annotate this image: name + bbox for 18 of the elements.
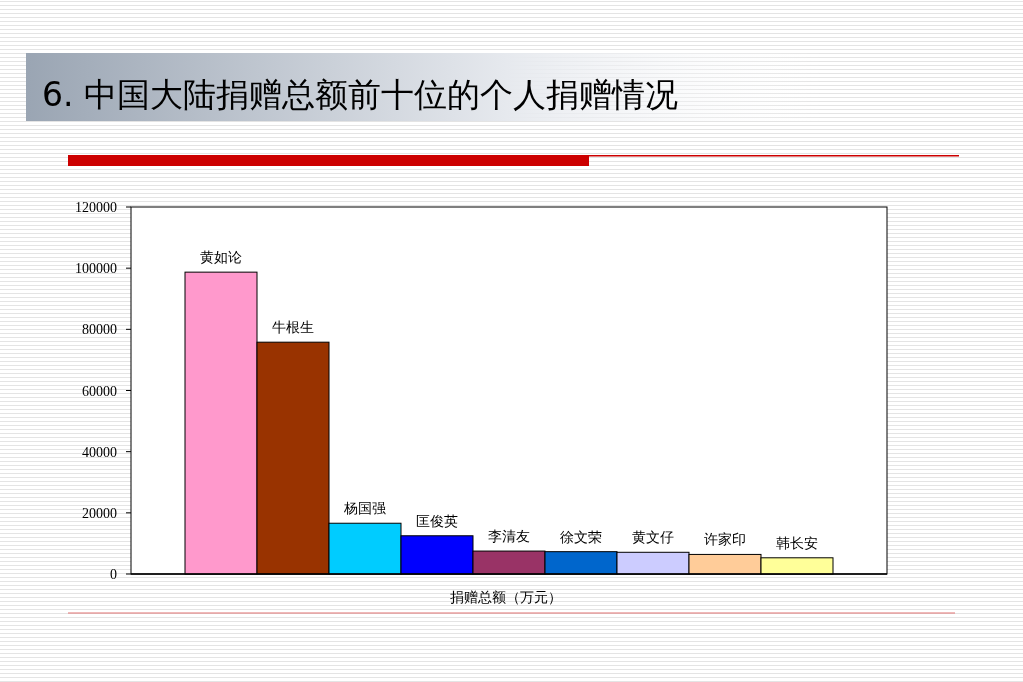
x-tick-label: 黄文仔: [632, 529, 674, 546]
x-tick-label: 徐文荣: [560, 528, 602, 545]
x-axis-title: 捐赠总额（万元）: [450, 589, 562, 605]
x-tick-label: 李清友: [488, 528, 530, 545]
x-tick-label: 黄如论: [200, 249, 242, 266]
x-tick-label: 牛根生: [272, 319, 314, 336]
y-tick-label: 60000: [82, 383, 117, 399]
y-tick-label: 120000: [75, 200, 117, 215]
x-tick-label: 许家印: [704, 531, 746, 548]
x-tick-label: 韩长安: [776, 534, 818, 551]
y-tick-label: 80000: [82, 322, 117, 338]
y-tick-label: 40000: [82, 444, 117, 460]
chart-title: 6. 中国大陆捐赠总额前十位的个人捐赠情况: [42, 75, 678, 114]
x-tick-label: 杨国强: [343, 500, 386, 517]
y-tick-label: 20000: [82, 505, 117, 521]
x-tick-label: 匡俊英: [416, 512, 458, 529]
y-tick-label: 0: [110, 567, 117, 582]
y-tick-label: 100000: [75, 261, 117, 277]
